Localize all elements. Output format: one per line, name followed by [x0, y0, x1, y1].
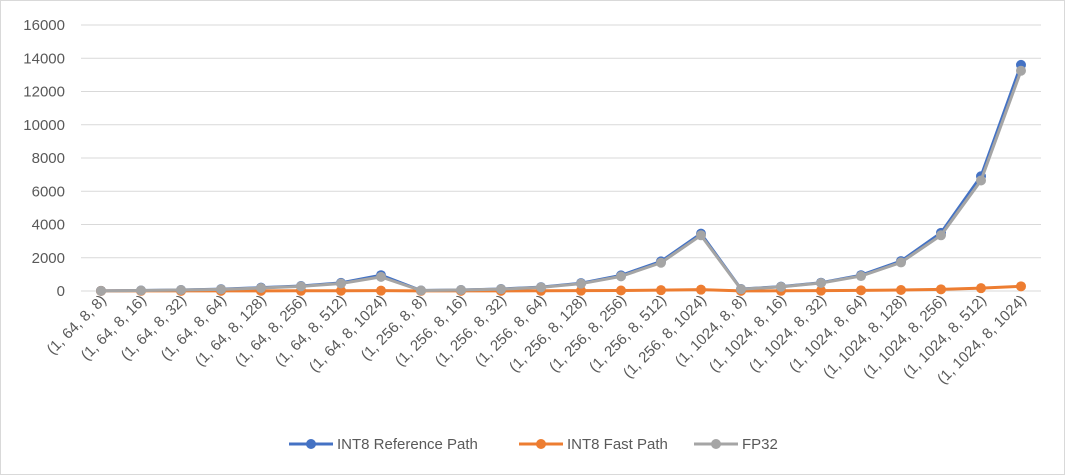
y-tick-label: 16000 — [23, 17, 65, 34]
data-point — [976, 283, 986, 294]
data-point — [496, 284, 506, 295]
data-point — [296, 281, 306, 292]
data-point — [936, 284, 946, 295]
data-point — [656, 285, 666, 296]
data-point — [816, 285, 826, 296]
data-point — [656, 257, 666, 268]
data-point — [536, 282, 546, 293]
data-point — [896, 285, 906, 296]
legend: INT8 Reference Path INT8 Fast Path FP32 — [289, 436, 778, 453]
legend-item: FP32 — [694, 436, 778, 453]
series-lines — [96, 59, 1026, 296]
y-tick-label: 4000 — [32, 217, 65, 234]
data-point — [696, 230, 706, 241]
y-tick-label: 0 — [57, 283, 65, 300]
legend-item: INT8 Reference Path — [289, 436, 478, 453]
data-point — [416, 285, 426, 296]
series-line — [99, 284, 1023, 293]
data-point — [856, 271, 866, 282]
gridlines — [81, 24, 1041, 292]
x-axis-tick-labels: (1, 64, 8, 8)(1, 64, 8, 16)(1, 64, 8, 32… — [44, 292, 1030, 388]
legend-label: INT8 Reference Path — [337, 436, 478, 453]
series-fp32 — [96, 65, 1026, 296]
data-point — [456, 285, 466, 296]
series-line — [99, 69, 1023, 293]
data-point — [736, 284, 746, 295]
y-tick-label: 8000 — [32, 150, 65, 167]
legend-dot-marker — [536, 439, 546, 449]
data-point — [816, 278, 826, 289]
legend-dot-marker — [306, 439, 316, 449]
legend-label: FP32 — [742, 436, 778, 453]
legend-item: INT8 Fast Path — [519, 436, 668, 453]
y-tick-label: 6000 — [32, 183, 65, 200]
data-point — [776, 281, 786, 292]
data-point — [216, 284, 226, 295]
legend-label: INT8 Fast Path — [567, 436, 668, 453]
data-point — [96, 285, 106, 296]
data-point — [1016, 65, 1026, 76]
data-point — [616, 271, 626, 282]
data-point — [936, 230, 946, 241]
data-point — [376, 285, 386, 296]
y-axis-tick-labels: 0 2000 4000 6000 8000 10000 12000 14000 16000 — [23, 17, 65, 300]
data-point — [896, 257, 906, 268]
data-point — [976, 175, 986, 186]
series-line — [99, 63, 1023, 293]
data-point — [136, 285, 146, 296]
y-tick-label: 10000 — [23, 117, 65, 134]
y-tick-label: 14000 — [23, 50, 65, 67]
y-tick-label: 2000 — [32, 250, 65, 267]
data-point — [176, 285, 186, 296]
data-point — [616, 285, 626, 296]
series-int8-reference-path — [96, 59, 1026, 296]
data-point — [576, 278, 586, 289]
data-point — [576, 285, 586, 296]
legend-dot-marker — [711, 439, 721, 449]
data-point — [696, 284, 706, 295]
data-point — [376, 271, 386, 282]
data-point — [336, 278, 346, 289]
data-point — [256, 283, 266, 294]
y-tick-label: 12000 — [23, 84, 65, 101]
data-point — [336, 285, 346, 296]
data-point — [856, 285, 866, 296]
data-point — [1016, 281, 1026, 292]
